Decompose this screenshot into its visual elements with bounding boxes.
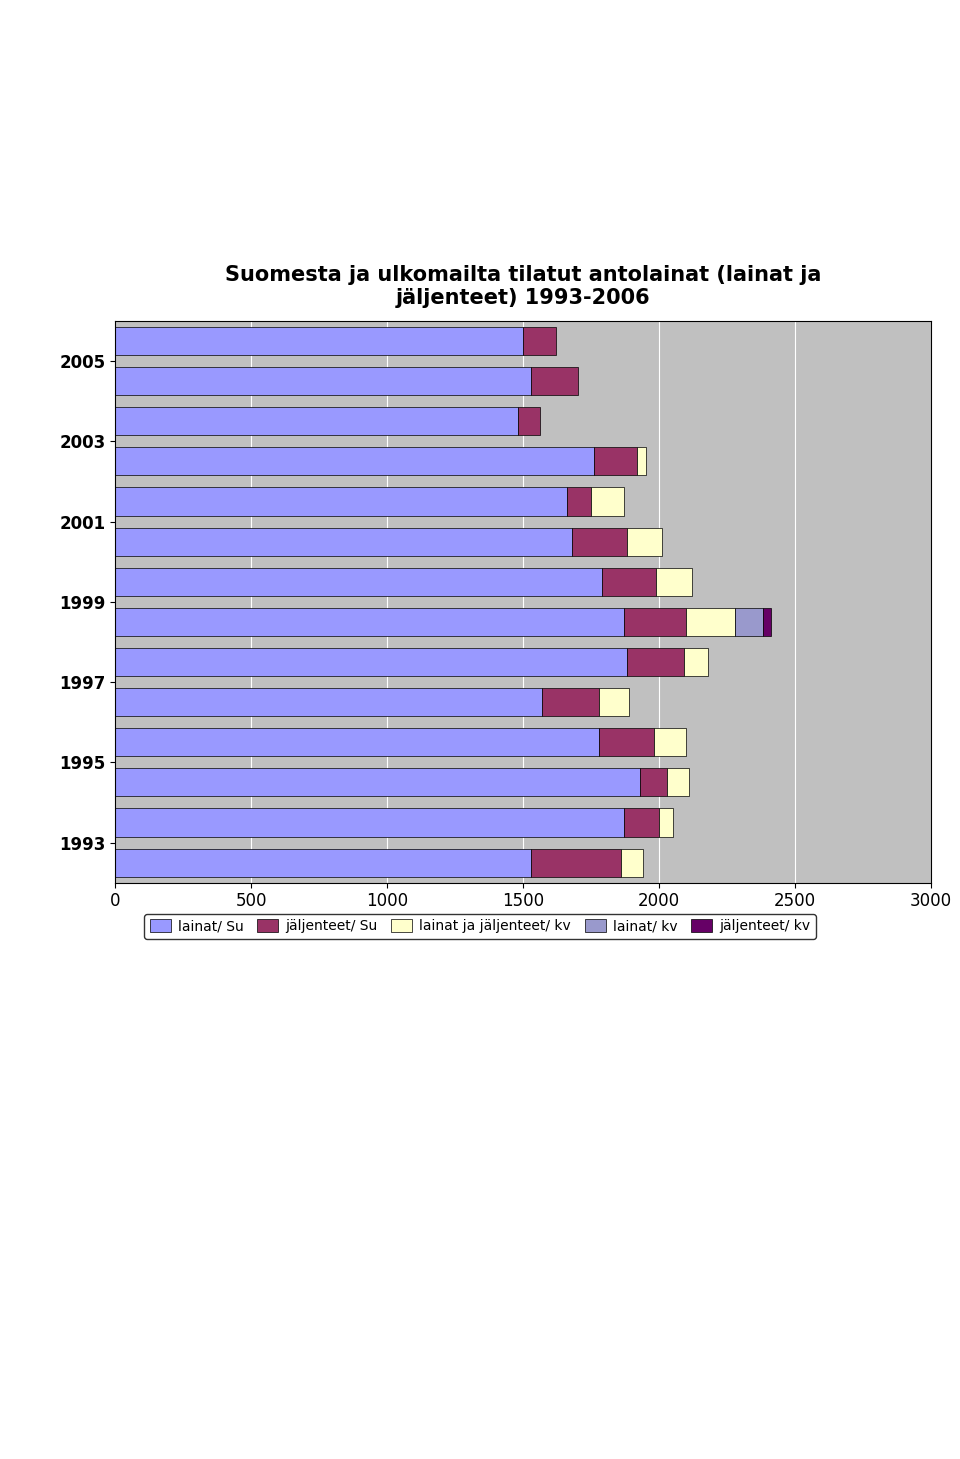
Bar — [542, 689, 599, 716]
Bar — [115, 769, 640, 797]
Bar — [115, 648, 627, 676]
Bar — [591, 487, 624, 515]
Bar — [667, 769, 689, 797]
Bar — [517, 407, 540, 435]
Bar — [115, 568, 602, 595]
Bar — [627, 528, 662, 556]
Bar — [684, 648, 708, 676]
Bar — [599, 728, 654, 756]
Bar — [624, 808, 660, 836]
Bar — [115, 728, 599, 756]
Bar — [762, 608, 771, 636]
Bar — [531, 849, 621, 877]
Bar — [115, 849, 531, 877]
Bar — [115, 528, 572, 556]
Bar — [115, 368, 531, 395]
Bar — [572, 528, 627, 556]
Bar — [621, 849, 643, 877]
Bar — [531, 368, 578, 395]
Bar — [735, 608, 762, 636]
Bar — [523, 327, 556, 355]
Bar — [115, 689, 542, 716]
Bar — [115, 608, 624, 636]
Bar — [657, 568, 692, 595]
Bar — [640, 769, 667, 797]
Bar — [115, 487, 566, 515]
Bar — [115, 448, 594, 476]
Bar — [660, 808, 673, 836]
Bar — [594, 448, 637, 476]
Bar — [654, 728, 686, 756]
Bar — [566, 487, 591, 515]
Bar — [599, 689, 629, 716]
Title: Suomesta ja ulkomailta tilatut antolainat (lainat ja
jäljenteet) 1993-2006: Suomesta ja ulkomailta tilatut antolaina… — [225, 266, 822, 308]
Bar — [627, 648, 684, 676]
Bar — [115, 327, 523, 355]
Bar — [624, 608, 686, 636]
Legend: lainat/ Su, jäljenteet/ Su, lainat ja jäljenteet/ kv, lainat/ kv, jäljenteet/ kv: lainat/ Su, jäljenteet/ Su, lainat ja jä… — [144, 913, 816, 940]
Bar — [686, 608, 735, 636]
Bar — [115, 407, 517, 435]
Bar — [115, 808, 624, 836]
Bar — [637, 448, 645, 476]
Bar — [602, 568, 657, 595]
